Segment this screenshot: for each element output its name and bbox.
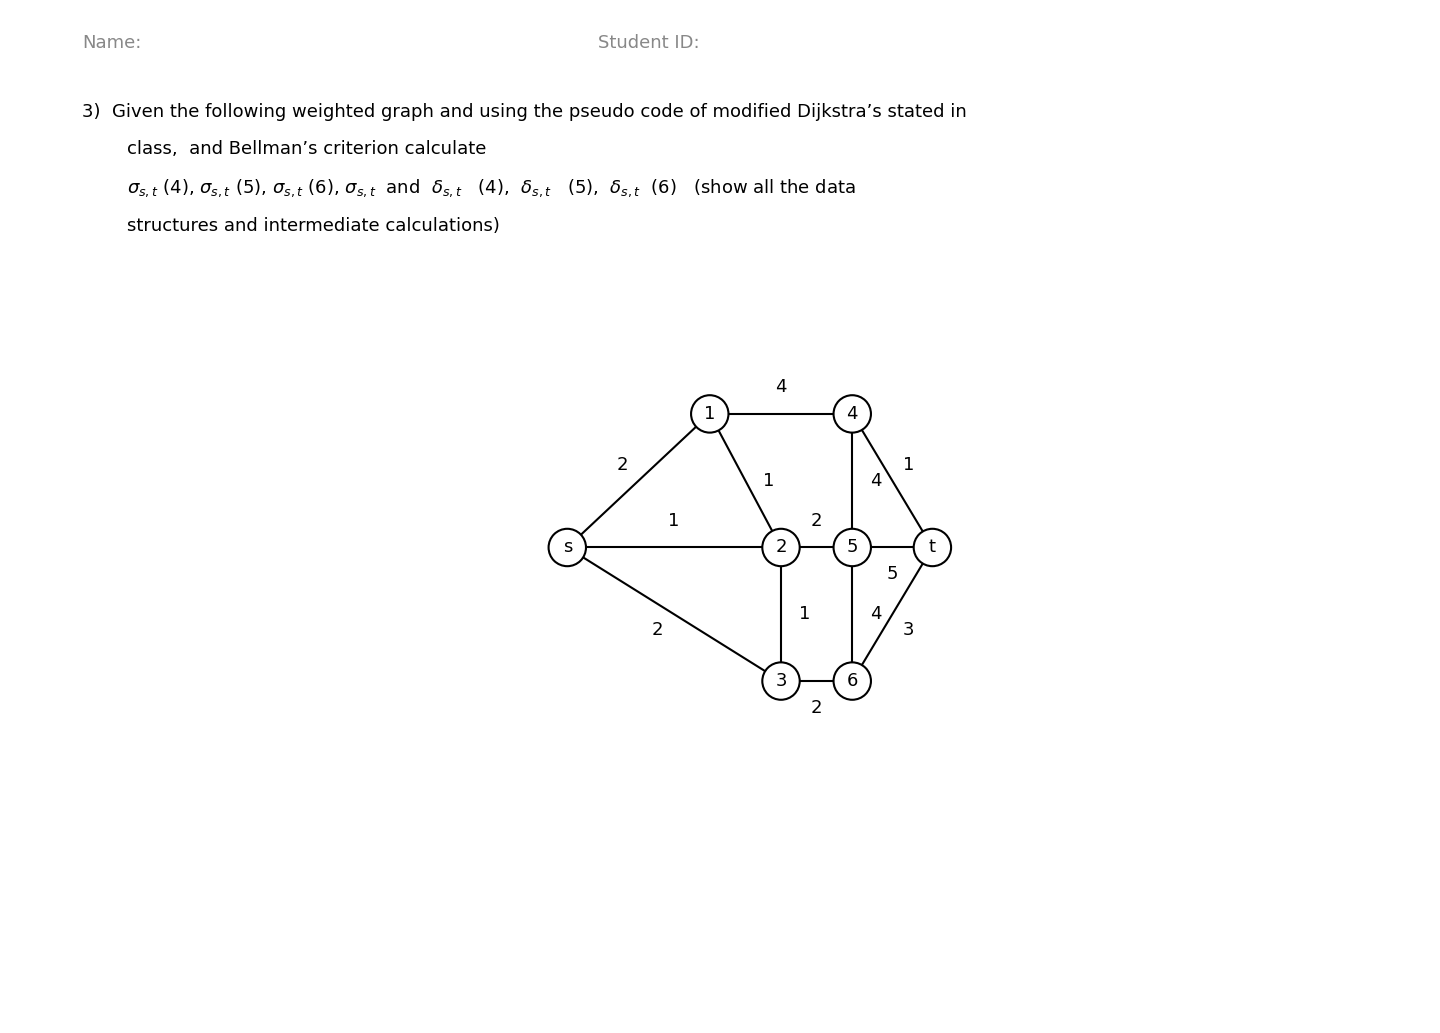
Text: $\sigma_{s,t}$ (4), $\sigma_{s,t}$ (5), $\sigma_{s,t}$ (6), $\sigma_{s,t}$  and : $\sigma_{s,t}$ (4), $\sigma_{s,t}$ (5), … xyxy=(127,178,855,199)
Text: 1: 1 xyxy=(763,472,775,490)
Text: 2: 2 xyxy=(811,511,822,530)
Text: 1: 1 xyxy=(903,456,914,473)
Text: 2: 2 xyxy=(616,456,628,473)
Text: 1: 1 xyxy=(668,511,680,530)
Text: s: s xyxy=(563,538,572,557)
Text: 5: 5 xyxy=(887,565,899,584)
Text: Name:: Name: xyxy=(82,34,141,52)
Circle shape xyxy=(691,396,729,433)
Text: t: t xyxy=(929,538,936,557)
Text: 1: 1 xyxy=(799,605,811,623)
Text: 2: 2 xyxy=(775,538,786,557)
Text: 4: 4 xyxy=(775,378,786,396)
Text: 2: 2 xyxy=(811,699,822,717)
Text: 4: 4 xyxy=(870,605,881,623)
Text: 3)  Given the following weighted graph and using the pseudo code of modified Dij: 3) Given the following weighted graph an… xyxy=(82,103,966,121)
Text: structures and intermediate calculations): structures and intermediate calculations… xyxy=(127,217,500,234)
Circle shape xyxy=(834,396,871,433)
Text: 5: 5 xyxy=(847,538,858,557)
Circle shape xyxy=(914,529,950,566)
Text: 2: 2 xyxy=(652,622,664,639)
Text: class,  and Bellman’s criterion calculate: class, and Bellman’s criterion calculate xyxy=(127,140,487,158)
Text: Student ID:: Student ID: xyxy=(598,34,700,52)
Text: 4: 4 xyxy=(847,405,858,422)
Circle shape xyxy=(549,529,586,566)
Circle shape xyxy=(762,529,799,566)
Circle shape xyxy=(834,529,871,566)
Text: 4: 4 xyxy=(870,472,881,490)
Circle shape xyxy=(834,662,871,699)
Text: 1: 1 xyxy=(704,405,716,422)
Text: 3: 3 xyxy=(775,672,786,690)
Text: 3: 3 xyxy=(903,622,914,639)
Circle shape xyxy=(762,662,799,699)
Text: 6: 6 xyxy=(847,672,858,690)
